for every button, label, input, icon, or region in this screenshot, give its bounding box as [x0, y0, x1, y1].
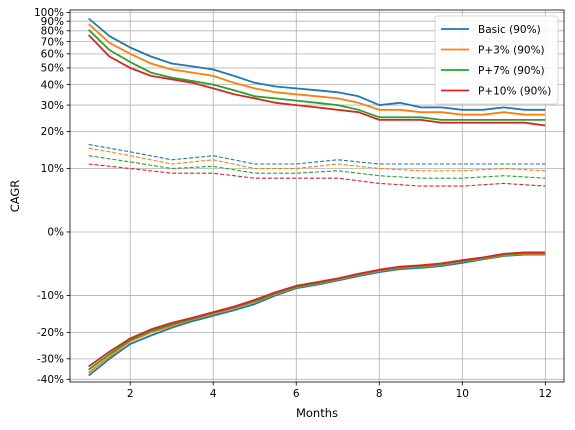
series-upper-line-p-3-90 — [88, 23, 546, 116]
x-tick-label: 4 — [210, 388, 217, 400]
y-tick-label: 90% — [41, 16, 64, 28]
x-axis-label: Months — [296, 406, 338, 420]
x-tick-label: 6 — [293, 388, 300, 400]
y-tick-label: 70% — [41, 36, 64, 48]
series-median-line-basic-90 — [88, 143, 546, 165]
y-axis-label: CAGR — [8, 180, 22, 213]
series-lower-line-p-7-90 — [88, 252, 546, 371]
x-axis-ticks: 2 4 6 8 10 12 — [127, 382, 552, 400]
series-median-line-p-10-90 — [88, 163, 546, 187]
plot-frame — [69, 9, 565, 383]
legend-box — [434, 15, 559, 105]
series-lower-line-p-3-90 — [88, 252, 546, 374]
legend-label-p-3-90: P+3% (90%) — [478, 44, 545, 56]
y-tick-label: 20% — [41, 126, 64, 138]
y-tick-label: 100% — [34, 7, 64, 19]
y-tick-label: 40% — [41, 79, 64, 91]
x-tick-label: 12 — [539, 388, 552, 400]
y-tick-label: 30% — [41, 100, 64, 112]
legend-label-p-10-90: P+10% (90%) — [478, 85, 551, 97]
legend-label-basic-90: Basic (90%) — [478, 24, 541, 36]
series-lower-line-p-10-90 — [88, 251, 546, 368]
series-lower-line-basic-90 — [88, 253, 546, 377]
y-tick-label: 80% — [41, 26, 64, 38]
y-tick-label: 60% — [41, 49, 64, 61]
series-median-line-p-3-90 — [88, 147, 546, 172]
series-upper-line-p-7-90 — [88, 29, 546, 121]
x-tick-label: 10 — [456, 388, 469, 400]
x-tick-label: 8 — [376, 388, 383, 400]
legend-label-p-7-90: P+7% (90%) — [478, 65, 545, 77]
grid-lines — [70, 10, 564, 382]
y-tick-label: 10% — [41, 163, 64, 175]
y-tick-label: -10% — [37, 290, 64, 302]
series-median-line-p-7-90 — [88, 155, 546, 179]
series-layer — [88, 17, 546, 377]
legend: Basic (90%) P+3% (90%) P+7% (90%) P+10% (90… — [434, 15, 559, 105]
series-upper-line-p-10-90 — [88, 34, 546, 127]
y-tick-label: -30% — [37, 354, 64, 366]
y-tick-label: 50% — [41, 63, 64, 75]
y-tick-label: 0% — [47, 227, 64, 239]
y-axis-ticks: 100%90%80%70%60% 50% 40% 30% 20% 10% 0% -10% -20… — [34, 7, 70, 386]
x-tick-label: 2 — [127, 388, 134, 400]
y-tick-label: -40% — [37, 374, 64, 386]
series-upper-line-basic-90 — [88, 17, 546, 111]
y-tick-label: -20% — [37, 327, 64, 339]
